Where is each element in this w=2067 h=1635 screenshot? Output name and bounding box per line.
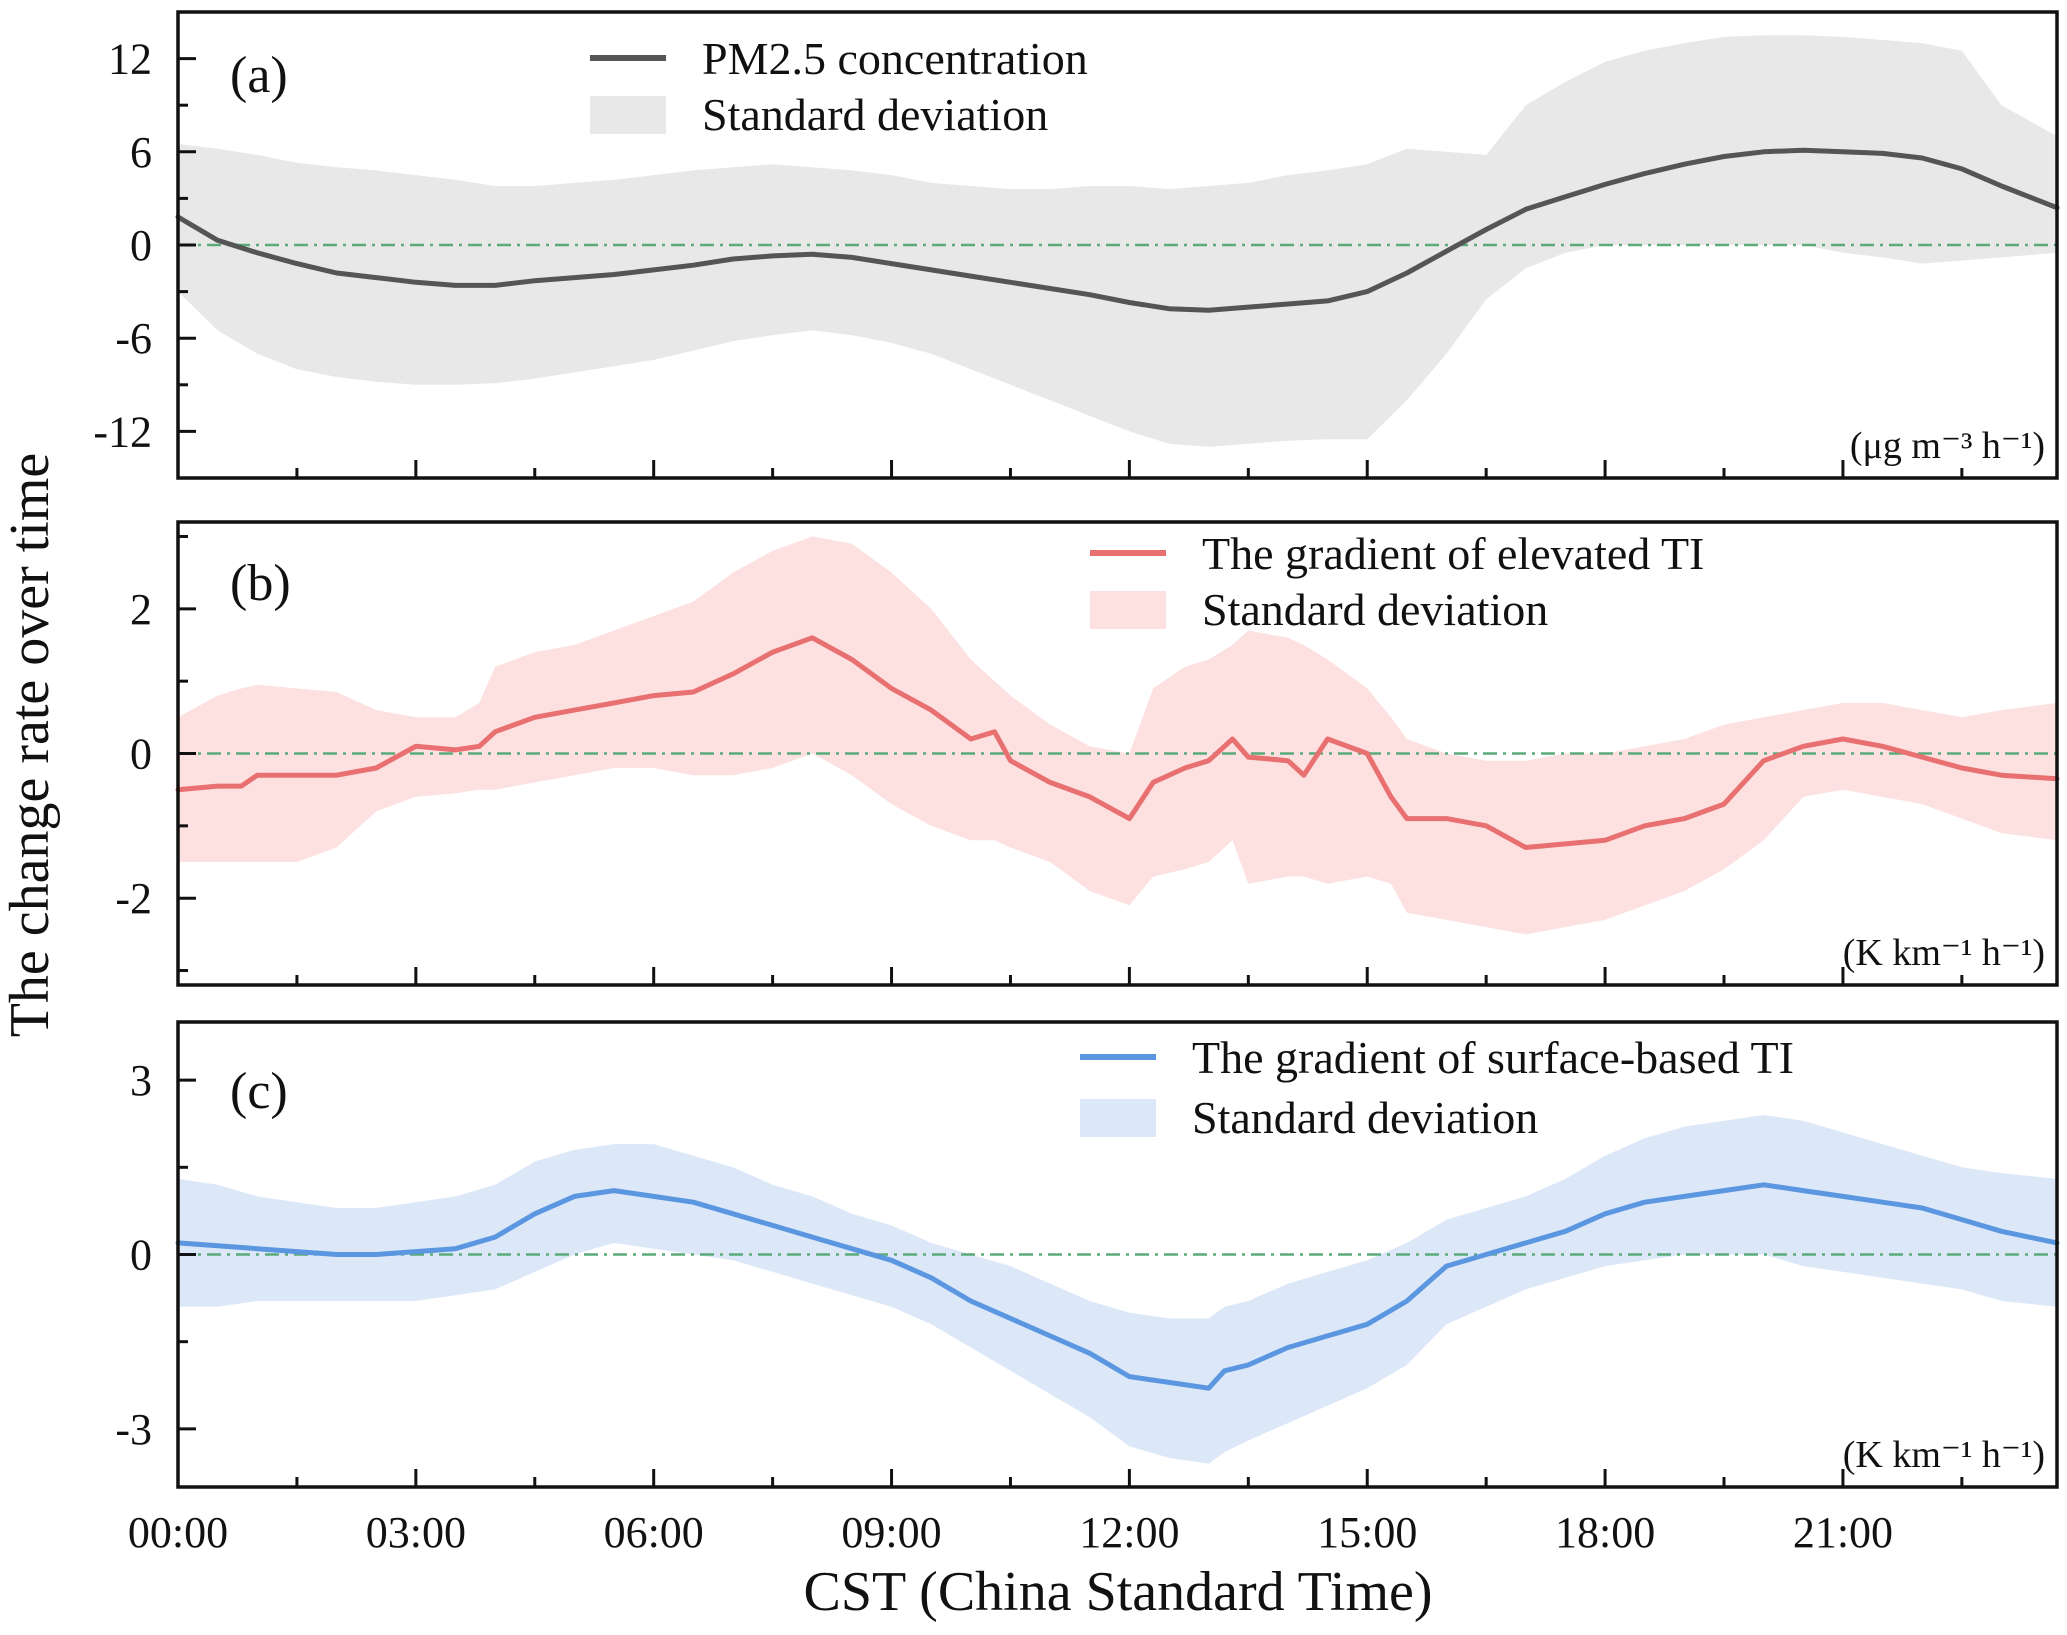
y-tick-label: -6 <box>115 314 152 363</box>
y-tick-label: 0 <box>130 1231 152 1280</box>
std-band <box>178 536 2057 935</box>
x-tick-label: 18:00 <box>1555 1508 1655 1557</box>
y-tick-label: -2 <box>115 874 152 923</box>
x-axis-title: CST (China Standard Time) <box>803 1561 1432 1623</box>
legend-band-swatch <box>590 96 666 134</box>
y-axis-title: The change rate over time <box>0 453 61 1038</box>
panel-1: 2 0 -2 (b) (K km⁻¹ h⁻¹) The gradient of eleva… <box>115 520 2060 987</box>
std-band <box>178 1115 2057 1464</box>
x-tick-label: 03:00 <box>366 1508 466 1557</box>
panel-0: 12 6 0 -6 -12 (a) (μg m⁻³ h⁻¹) PM2.5 concentrat… <box>93 10 2060 480</box>
y-tick-label: -12 <box>93 407 152 456</box>
legend-line-label: The gradient of elevated TI <box>1202 528 1704 579</box>
x-tick-label: 12:00 <box>1079 1508 1179 1557</box>
x-tick-label: 09:00 <box>841 1508 941 1557</box>
legend-band-swatch <box>1090 591 1166 629</box>
x-tick-label: 06:00 <box>604 1508 704 1557</box>
x-tick-label: 00:00 <box>128 1508 228 1557</box>
x-tick-label: 15:00 <box>1317 1508 1417 1557</box>
series-line <box>175 1182 2060 1391</box>
panel-label: (a) <box>230 47 288 104</box>
unit-label: (K km⁻¹ h⁻¹) <box>1843 932 2045 974</box>
legend-line-label: The gradient of surface-based TI <box>1192 1032 1794 1083</box>
y-tick-label: 0 <box>130 221 152 270</box>
legend-band-swatch <box>1080 1099 1156 1137</box>
legend-line-label: PM2.5 concentration <box>702 33 1088 84</box>
legend-band-label: Standard deviation <box>1202 584 1548 635</box>
legend-band-label: Standard deviation <box>702 89 1048 140</box>
y-tick-label: 2 <box>130 585 152 634</box>
x-tick-label: 21:00 <box>1793 1508 1893 1557</box>
legend-band-label: Standard deviation <box>1192 1092 1538 1143</box>
series-line <box>175 147 2060 313</box>
std-band <box>178 35 2057 447</box>
y-tick-label: -3 <box>115 1405 152 1454</box>
series-line <box>175 635 2060 850</box>
y-tick-label: 12 <box>108 35 152 84</box>
unit-label: (K km⁻¹ h⁻¹) <box>1843 1434 2045 1476</box>
panel-2: 3 0 -3 (c) (K km⁻¹ h⁻¹) The gradient of surfa… <box>115 1020 2060 1489</box>
panel-label: (c) <box>230 1063 288 1120</box>
unit-label: (μg m⁻³ h⁻¹) <box>1850 425 2045 467</box>
y-tick-label: 3 <box>130 1056 152 1105</box>
panel-label: (b) <box>230 555 291 612</box>
y-tick-label: 6 <box>130 128 152 177</box>
y-tick-label: 0 <box>130 730 152 779</box>
panels: 12 6 0 -6 -12 (a) (μg m⁻³ h⁻¹) PM2.5 concentrat… <box>93 10 2060 1557</box>
